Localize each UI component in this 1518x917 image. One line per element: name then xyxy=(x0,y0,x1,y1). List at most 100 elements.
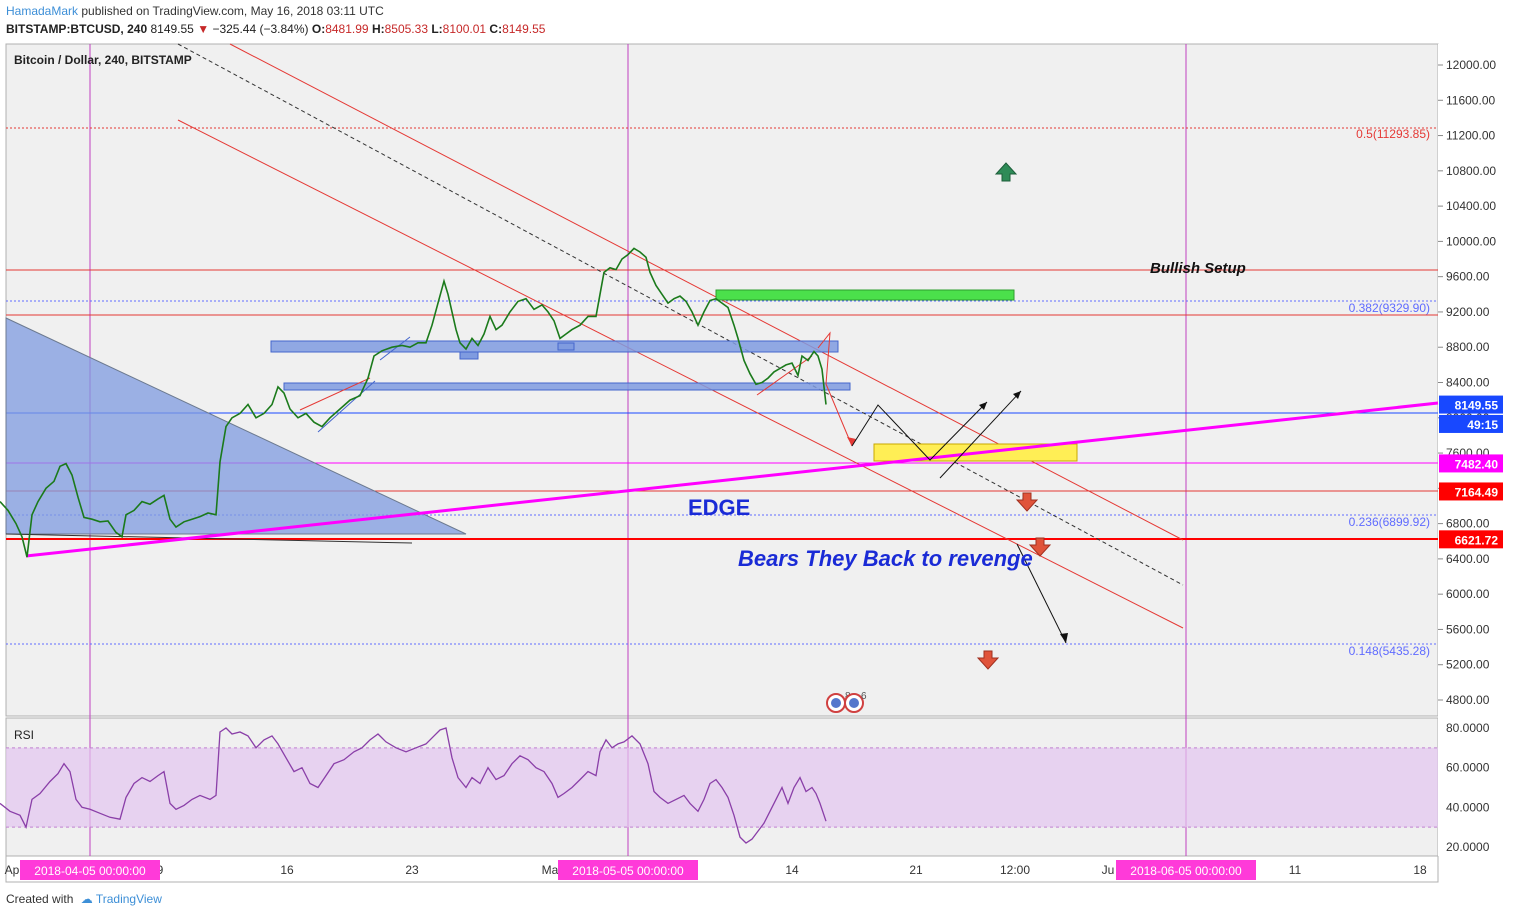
time-tick-label: 16 xyxy=(280,863,294,877)
time-tick-label: 21 xyxy=(909,863,923,877)
price-tick-label: 8400.00 xyxy=(1446,376,1490,390)
last-price: 8149.55 xyxy=(150,22,194,36)
time-tick-label: 9 xyxy=(157,863,164,877)
price-label-box xyxy=(1439,530,1503,549)
trend-drawing xyxy=(299,377,371,411)
down-arrow-icon: ▼ xyxy=(197,22,210,36)
time-tick-label: 14 xyxy=(785,863,799,877)
price-tick-label: 10400.00 xyxy=(1446,199,1496,213)
price-line[interactable] xyxy=(0,247,827,558)
rsi-tick-label: 20.0000 xyxy=(1446,840,1490,854)
footer: Created with ☁ TradingView xyxy=(6,892,162,906)
publish-info: HamadaMark published on TradingView.com,… xyxy=(6,4,384,18)
time-tick-label: Ju xyxy=(1102,863,1115,877)
price-tick-label: 6400.00 xyxy=(1446,552,1490,566)
price-tick-label: 5600.00 xyxy=(1446,622,1490,636)
tradingview-link[interactable]: ☁ TradingView xyxy=(80,892,162,906)
close-value: 8149.55 xyxy=(502,22,546,36)
price-tick-label: 6000.00 xyxy=(1446,587,1490,601)
rsi-line[interactable] xyxy=(0,727,827,844)
green-up-arrow-icon xyxy=(994,162,1018,182)
channel-mid[interactable] xyxy=(177,43,1184,586)
symbol-label: BITSTAMP:BTCUSD, 240 xyxy=(6,22,148,36)
trend-drawing xyxy=(379,336,411,361)
rsi-tick-label: 80.0000 xyxy=(1446,721,1490,735)
price-label-box xyxy=(1439,482,1503,501)
red-down-arrow-icon xyxy=(976,650,1000,670)
magenta-trendline[interactable] xyxy=(25,401,1439,558)
fib-label: 0.236(6899.92) xyxy=(1349,515,1430,529)
y-axis-strip[interactable] xyxy=(1438,44,1518,856)
chart-title: Bitcoin / Dollar, 240, BITSTAMP xyxy=(14,53,192,67)
price-tick-label: 11600.00 xyxy=(1446,93,1495,107)
price-tick-label: 12000.00 xyxy=(1446,58,1496,72)
blue-zone-lower[interactable] xyxy=(283,382,851,391)
bears-note[interactable]: Bears They Back to revenge xyxy=(738,546,1033,571)
red-down-arrow-icon xyxy=(1015,492,1039,512)
price-label-text: 7482.40 xyxy=(1455,457,1499,471)
price-tick-label: 9200.00 xyxy=(1446,305,1490,319)
price-tick-label: 9600.00 xyxy=(1446,270,1490,284)
fib-label: 0.148(5435.28) xyxy=(1349,644,1430,658)
trend-drawing xyxy=(756,355,813,396)
bullish-setup-note[interactable]: Bullish Setup xyxy=(1150,260,1246,277)
price-label-box xyxy=(1439,454,1503,473)
date-badge-text: 2018-06-05 00:00:00 xyxy=(1130,864,1242,878)
trend-drawing xyxy=(317,380,376,433)
price-tick-label: 6800.00 xyxy=(1446,517,1490,531)
low-label: L: xyxy=(431,22,443,36)
tradingview-brand: TradingView xyxy=(95,892,162,906)
economic-event-icon[interactable]: 8 6 xyxy=(826,691,867,713)
time-tick-label: 23 xyxy=(405,863,419,877)
date-badge xyxy=(558,860,698,880)
low-value: 8100.01 xyxy=(442,22,487,36)
time-tick-label: Ma xyxy=(542,863,559,877)
red-down-arrow-icon xyxy=(1028,537,1052,557)
date-badge-text: 2018-05-05 00:00:00 xyxy=(572,864,684,878)
blue-zone-small xyxy=(459,351,479,360)
author-link[interactable]: HamadaMark xyxy=(6,4,79,18)
open-label: O: xyxy=(311,22,326,36)
price-pane[interactable] xyxy=(5,43,1439,717)
projection-black xyxy=(1016,543,1067,644)
price-tick-label: 10800.00 xyxy=(1446,164,1496,178)
arrowhead xyxy=(979,402,987,410)
projection-black xyxy=(851,401,988,461)
open-value: 8481.99 xyxy=(325,22,369,36)
rsi-label: RSI xyxy=(14,728,34,742)
green-zone[interactable] xyxy=(715,289,1015,301)
projection-red xyxy=(817,331,853,447)
time-tick-label: Ap xyxy=(5,863,20,877)
price-label-text: 6621.72 xyxy=(1455,533,1499,547)
time-tick-label: 18 xyxy=(1413,863,1427,877)
price-label-text: 49:15 xyxy=(1467,418,1498,432)
price-tick-label: 4800.00 xyxy=(1446,693,1490,707)
channel-lower[interactable] xyxy=(177,119,1184,629)
price-labels: 8149.55 49:15 7482.40 7164.49 6621.72 xyxy=(1439,395,1503,549)
arrowhead xyxy=(1060,633,1068,643)
blue-zone-upper[interactable] xyxy=(270,340,839,353)
date-badge xyxy=(20,860,160,880)
fib-label: 0.5(11293.85) xyxy=(1356,127,1430,141)
edge-note[interactable]: EDGE xyxy=(688,495,750,520)
price-tick-label: 5200.00 xyxy=(1446,658,1490,672)
event-count: 6 xyxy=(861,691,867,702)
publish-text: published on TradingView.com, May 16, 20… xyxy=(81,4,384,18)
price-tick-label: 10000.00 xyxy=(1446,234,1496,248)
time-tick-label: 12:00 xyxy=(1000,863,1030,877)
price-tick-label: 8800.00 xyxy=(1446,340,1490,354)
arrowhead xyxy=(1013,391,1021,399)
projection-black xyxy=(939,390,1022,479)
time-tick-label: 11 xyxy=(1289,863,1302,877)
rsi-tick-label: 40.0000 xyxy=(1446,800,1490,814)
date-badge xyxy=(1116,860,1256,880)
fib-label: 0.382(9329.90) xyxy=(1349,301,1430,315)
blue-zone-small xyxy=(557,342,575,351)
created-with-text: Created with xyxy=(6,892,74,906)
price-label-text: 8149.55 xyxy=(1455,399,1499,413)
price-label-text: 7164.49 xyxy=(1455,485,1499,499)
rsi-axis: 80.0000 60.0000 40.0000 20.0000 xyxy=(1446,721,1490,854)
price-label-box xyxy=(1439,395,1503,414)
arrowhead xyxy=(847,437,856,446)
